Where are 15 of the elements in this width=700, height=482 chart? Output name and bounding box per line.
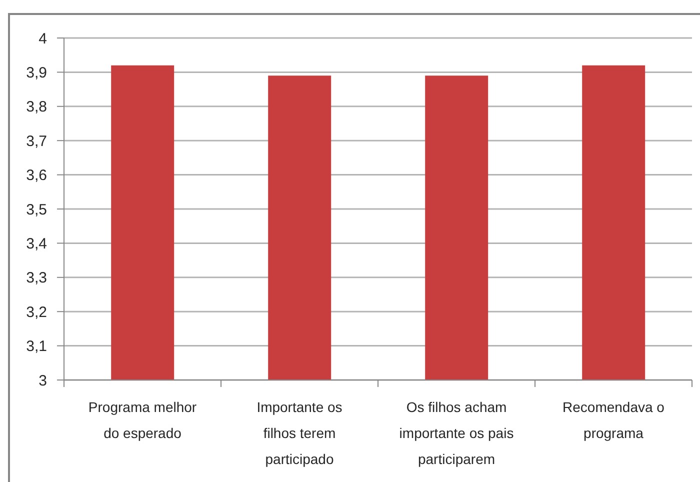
y-tick-label: 3,7 <box>26 132 47 150</box>
y-tick-label: 3,6 <box>26 167 47 184</box>
x-tick-label: Programa melhor do esperado <box>88 398 197 441</box>
y-tick-label: 3 <box>38 372 47 390</box>
x-tick-label: Os filhos acham importante os pais participarem <box>399 398 514 467</box>
y-tick-label: 3,4 <box>26 236 47 253</box>
y-tick-label: 4 <box>38 30 47 48</box>
y-tick-label: 3,9 <box>26 64 47 82</box>
x-tick-label: Recomendava o programa <box>562 398 665 441</box>
y-tick-label: 3,2 <box>26 304 47 321</box>
y-tick-label: 3,5 <box>26 201 47 218</box>
x-tick-label: Importante os filhos terem participado <box>256 398 342 467</box>
y-tick-label: 3,8 <box>26 98 47 116</box>
y-tick-label: 3,1 <box>26 338 47 356</box>
y-tick-label: 3,3 <box>26 270 47 287</box>
